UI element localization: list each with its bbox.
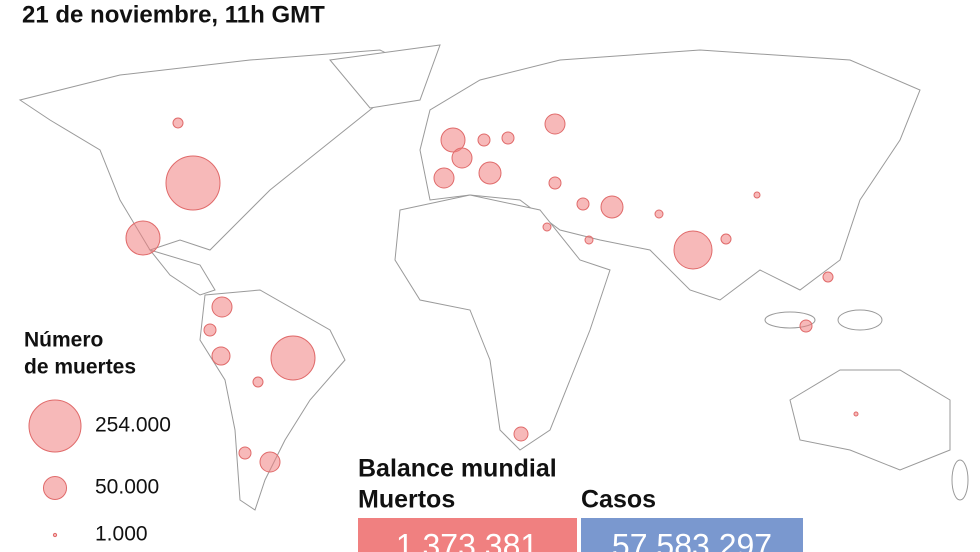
legend-bubble (42, 475, 68, 501)
title: 21 de noviembre, 11h GMT (22, 1, 325, 28)
deaths-box (358, 518, 577, 552)
legend-title: de muertes (24, 356, 136, 379)
deaths-value: 1.373.381 (396, 527, 538, 552)
cases-label: Casos (581, 486, 656, 514)
summary-title: Balance mundial (358, 455, 557, 483)
map-bubbles (125, 113, 859, 473)
world-map (18, 44, 969, 511)
cases-box (581, 518, 803, 552)
deaths-label: Muertos (358, 486, 455, 514)
cases-value: 57.583.297 (612, 527, 772, 552)
legend-label: 254.000 (95, 414, 171, 437)
legend: 254.000 50.000 1.000 (28, 399, 171, 546)
legend-label: 50.000 (95, 476, 159, 499)
legend-label: 1.000 (95, 523, 148, 546)
legend-title: Número (24, 329, 103, 352)
legend-bubble (52, 532, 58, 538)
legend-bubble (28, 399, 82, 453)
